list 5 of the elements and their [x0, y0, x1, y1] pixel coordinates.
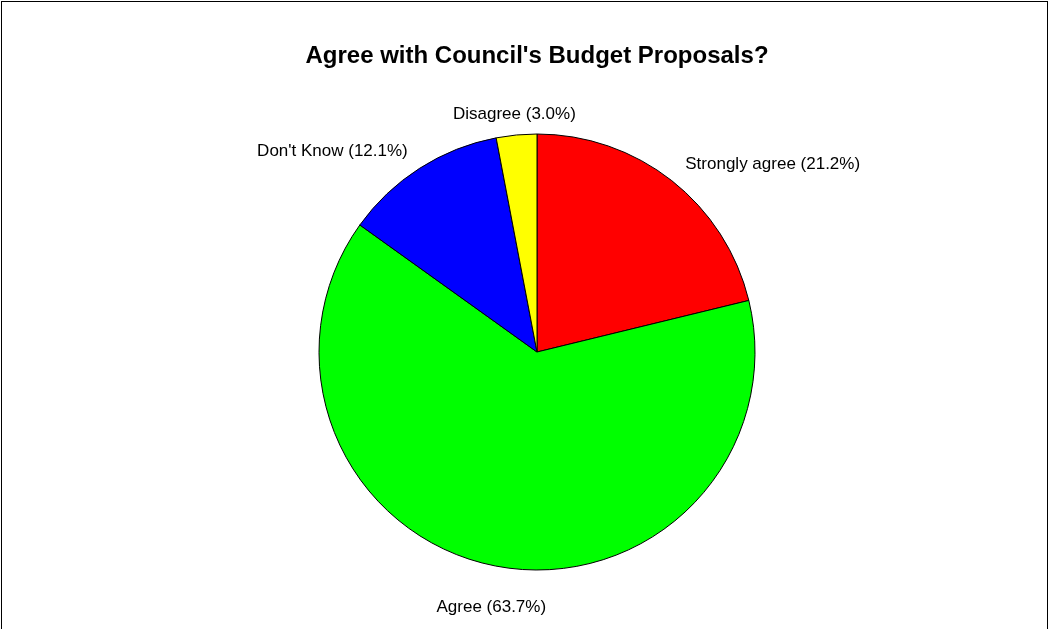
slice-label: Disagree (3.0%)	[453, 104, 576, 124]
slice-label: Strongly agree (21.2%)	[685, 154, 861, 174]
chart-title: Agree with Council's Budget Proposals?	[305, 41, 769, 68]
slice-label: Don't Know (12.1%)	[257, 140, 408, 160]
slice-label: Agree (63.7%)	[436, 596, 547, 616]
